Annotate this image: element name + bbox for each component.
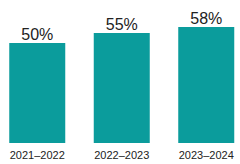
- data-label: 55%: [106, 16, 138, 33]
- data-labels: 50% 55% 58%: [21, 10, 222, 43]
- data-label: 58%: [190, 10, 222, 27]
- chart: 50% 55% 58% 2021–2022 2022–2023 2023–2024: [0, 0, 240, 164]
- data-label: 50%: [21, 26, 53, 43]
- x-tick-label: 2023–2024: [179, 149, 234, 161]
- x-tick-label: 2021–2022: [10, 149, 65, 161]
- x-tick-labels: 2021–2022 2022–2023 2023–2024: [10, 149, 234, 161]
- bars: [9, 27, 234, 143]
- x-tick-label: 2022–2023: [94, 149, 149, 161]
- bar: [9, 43, 65, 143]
- bar: [178, 27, 234, 143]
- bar: [94, 33, 150, 143]
